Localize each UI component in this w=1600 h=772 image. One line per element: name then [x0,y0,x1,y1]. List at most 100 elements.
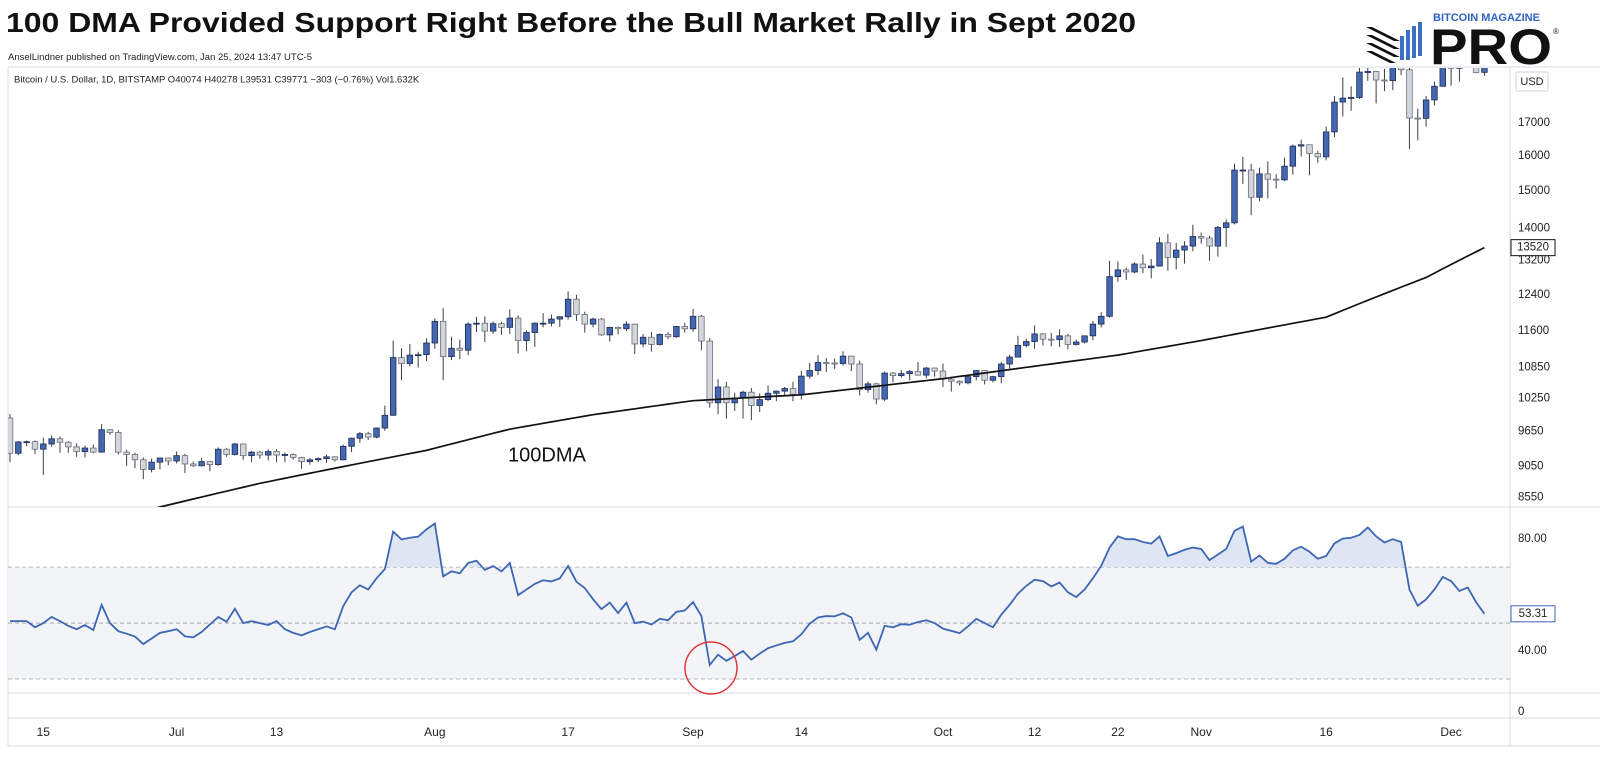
candle-body [1206,237,1213,247]
candle-body [1372,71,1380,81]
candle-body [423,342,430,356]
candle-body [1381,79,1388,82]
candle-body [698,315,705,342]
candle-body [514,317,522,341]
candle-body [1181,245,1188,251]
candle-body [1264,173,1272,180]
x-tick-label: 22 [1111,725,1125,739]
candle-body [273,451,280,456]
candle-body [1106,276,1113,317]
candle-body [240,443,247,457]
candle-body [1297,144,1305,147]
candle-body [664,334,672,338]
ma-annotation: 100DMA [508,444,586,466]
y-tick-label: 8550 [1518,491,1544,503]
ma-last-box [1510,239,1556,257]
candle-body [598,318,605,336]
candle-body [689,315,697,330]
candle-body [8,417,14,454]
candle-body [781,388,788,392]
highlight-circle [684,641,738,695]
candle-body [1064,335,1072,345]
candle-body [648,336,655,345]
candle-body [614,326,622,330]
candle-body [1406,69,1413,119]
candle-body [1089,323,1097,337]
candle-body [173,455,180,462]
candle-body [1173,249,1180,258]
candle-body [848,355,855,365]
candle-body [964,376,972,384]
candle-body [1197,236,1205,239]
candle-body [1048,338,1055,341]
x-tick-label: Dec [1440,725,1461,739]
indicator-overbought-fill [10,523,1485,568]
candle-body [1339,97,1346,103]
indicator-tick-label: 80.00 [1518,533,1547,545]
y-tick-label: 9650 [1518,425,1544,437]
candle-body [1414,117,1421,120]
candle-body [639,336,647,345]
candle-body [981,370,988,381]
indicator-line [10,521,1486,668]
x-tick-label: 12 [1028,725,1042,739]
candle-body [481,322,489,332]
candle-body [1256,173,1263,198]
candle-body [1156,242,1163,267]
candle-body [348,437,355,447]
x-tick-label: 14 [795,725,809,739]
candle-body [389,357,397,416]
candle-body [1431,85,1438,101]
candle-body [823,362,830,364]
candle-body [1214,227,1222,247]
x-tick-label: Aug [424,725,445,739]
candle-body [364,433,372,438]
indicator-last-box [1510,605,1556,623]
candle-body [456,347,464,351]
candle-body [581,314,588,325]
candle-body [914,371,922,376]
candle-body [1422,99,1430,119]
candle-body [315,458,322,461]
y-tick-label: 11600 [1518,325,1549,337]
x-tick-label: Oct [934,725,953,739]
candle-body [165,457,172,462]
x-tick-label: 16 [1319,725,1333,739]
candle-body [1314,153,1322,158]
candle-body [564,298,572,318]
y-tick-label: 15000 [1518,185,1550,197]
candle-body [1397,68,1405,71]
x-tick-label: 15 [37,725,51,739]
candle-body [1031,333,1038,342]
candle-body [556,316,563,320]
candle-body [56,438,64,443]
candle-body [356,433,364,439]
candle-body [1481,68,1488,73]
candle-body [331,456,339,461]
lower-pane-tick-label: 0 [1518,706,1524,718]
brand-logo: BITCOIN MAGAZINE PRO ® [1366,12,1559,75]
candle-body [431,320,439,344]
candle-body [1039,333,1047,340]
candle-body [1131,263,1138,273]
candle-body [681,326,688,330]
candle-body [131,454,139,461]
x-tick-label: Sep [682,725,704,739]
candle-body [1247,169,1255,198]
candle-body [298,457,305,462]
candle-body [1239,169,1247,172]
frame [7,66,1600,747]
candle-body [98,429,105,453]
candle-body [1006,356,1013,365]
candle-body [606,326,613,336]
candle-body [106,429,114,433]
candle-body [140,459,147,470]
candle-body [1222,222,1230,228]
candle-body [414,354,422,357]
currency-box [1515,71,1549,92]
candle-body [290,454,297,458]
indicator-plot [10,521,1486,668]
candle-body [531,322,538,333]
candle-body [889,372,897,377]
candle-body [623,323,630,330]
